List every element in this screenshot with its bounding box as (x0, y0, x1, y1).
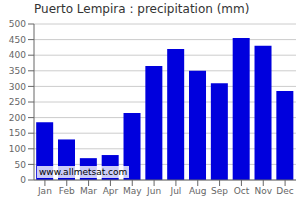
html-text:Puerto Lempira : precipitation: Puerto Lempira : precipitation (mm) (34, 2, 250, 16)
svg-text:Jan: Jan (37, 186, 52, 196)
svg-text:Dec: Dec (276, 186, 293, 196)
svg-text:150: 150 (9, 128, 26, 138)
svg-text:500: 500 (9, 19, 26, 29)
svg-text:Apr: Apr (103, 186, 119, 196)
svg-text:May: May (123, 186, 142, 196)
svg-text:Oct: Oct (234, 186, 250, 196)
svg-text:250: 250 (9, 97, 26, 107)
svg-text:Nov: Nov (254, 186, 272, 196)
svg-text:Jun: Jun (146, 186, 161, 196)
svg-text:350: 350 (9, 66, 26, 76)
svg-text:300: 300 (9, 82, 26, 92)
svg-text:450: 450 (9, 35, 26, 45)
svg-text:Jul: Jul (169, 186, 181, 196)
svg-text:100: 100 (9, 144, 26, 154)
svg-text:0: 0 (20, 175, 26, 185)
svg-text:200: 200 (9, 113, 26, 123)
svg-text:Mar: Mar (80, 186, 97, 196)
svg-text:50: 50 (15, 160, 27, 170)
svg-text:400: 400 (9, 50, 26, 60)
html-text:www.allmetsat.com: www.allmetsat.com (39, 167, 128, 177)
svg-text:Aug: Aug (189, 186, 207, 196)
svg-text:Feb: Feb (59, 186, 75, 196)
svg-text:Sep: Sep (211, 186, 228, 196)
